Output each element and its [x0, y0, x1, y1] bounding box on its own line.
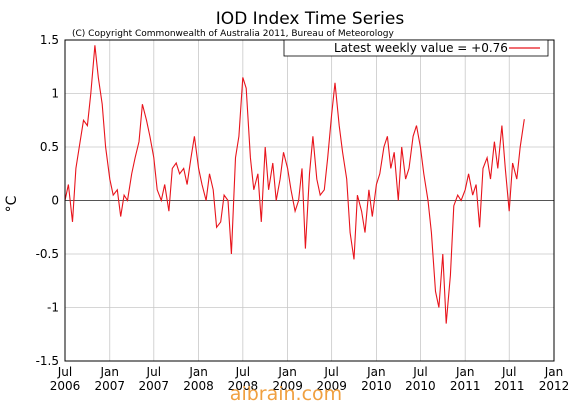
- x-tick-month: Jul: [501, 365, 516, 379]
- x-tick-month: Jan: [366, 365, 386, 379]
- legend-label: Latest weekly value = +0.76: [334, 41, 508, 55]
- legend: Latest weekly value = +0.76: [283, 39, 549, 57]
- y-tick-label: -1.5: [36, 354, 59, 368]
- x-tick-year: 2010: [361, 379, 392, 393]
- x-tick-month: Jan: [188, 365, 208, 379]
- x-tick-month: Jan: [100, 365, 120, 379]
- x-tick-year: 2012: [539, 379, 570, 393]
- y-tick-label: 1.5: [40, 33, 59, 47]
- x-tick-month: Jan: [277, 365, 297, 379]
- y-tick-label: 1: [51, 87, 59, 101]
- x-tick-month: Jan: [544, 365, 564, 379]
- x-tick-year: 2008: [228, 379, 259, 393]
- y-tick-label: 0: [51, 194, 59, 208]
- y-tick-label: -1: [47, 301, 59, 315]
- x-tick-year: 2011: [450, 379, 481, 393]
- watermark: aibrain.com: [230, 383, 342, 403]
- chart-title: IOD Index Time Series: [216, 9, 405, 29]
- legend-box: [283, 39, 549, 57]
- y-tick-label: -0.5: [36, 247, 59, 261]
- x-tick-month: Jul: [323, 365, 338, 379]
- x-tick-year: 2009: [272, 379, 303, 393]
- series-line: [64, 45, 525, 324]
- x-tick-year: 2008: [183, 379, 214, 393]
- x-tick-year: 2009: [316, 379, 347, 393]
- chart-subtitle: (C) Copyright Commonwealth of Australia …: [72, 29, 395, 39]
- x-tick-month: Jul: [412, 365, 427, 379]
- y-tick-labels: 1.5 1 0.5 0 -0.5 -1 -1.5: [36, 33, 59, 368]
- x-tick-month: Jul: [57, 365, 72, 379]
- x-tick-year: 2006: [50, 379, 81, 393]
- x-tick-year: 2010: [405, 379, 436, 393]
- y-tick-label: 0.5: [40, 140, 59, 154]
- x-tick-month: Jan: [455, 365, 475, 379]
- x-tick-year: 2011: [494, 379, 525, 393]
- x-tick-month: Jul: [146, 365, 161, 379]
- x-tick-labels: Jul2006Jan2007Jul2007Jan2008Jul2008Jan20…: [50, 365, 570, 393]
- x-tick-year: 2007: [139, 379, 170, 393]
- x-tick-month: Jul: [235, 365, 250, 379]
- y-axis-label: °C: [4, 195, 20, 212]
- x-tick-year: 2007: [94, 379, 125, 393]
